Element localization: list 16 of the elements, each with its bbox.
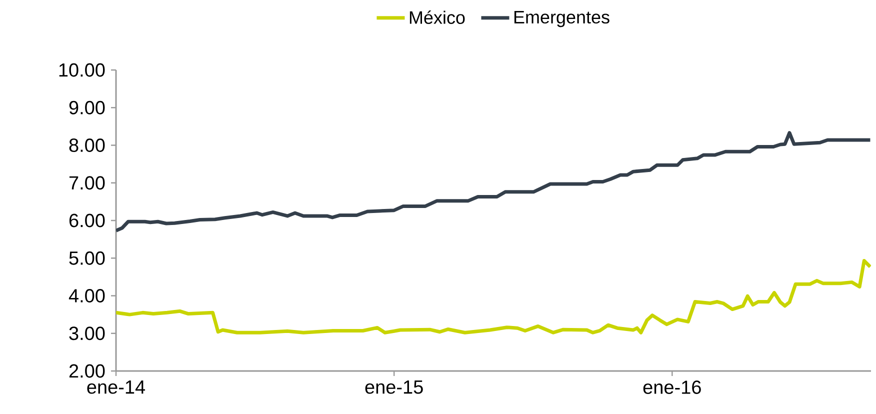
y-tick-label: 10.00 (59, 63, 105, 77)
x-tick-label: ene-15 (365, 380, 423, 394)
y-tick-label: 8.00 (69, 138, 105, 152)
legend-label: México (410, 10, 465, 24)
y-tick-label: 5.00 (69, 251, 105, 265)
y-tick-label: 7.00 (69, 176, 105, 190)
y-tick-label: 9.00 (69, 100, 105, 114)
x-tick-label: ene-16 (643, 380, 701, 394)
y-tick-label: 6.00 (69, 214, 105, 228)
line-series (116, 259, 871, 334)
y-tick-label: 4.00 (68, 289, 105, 302)
legend-label: Emergentes (514, 10, 610, 28)
y-tick-label: 2.00 (69, 364, 105, 378)
line-series (116, 131, 871, 232)
y-tick-label: 3.00 (69, 326, 105, 340)
x-tick-label: ene-14 (87, 380, 146, 394)
